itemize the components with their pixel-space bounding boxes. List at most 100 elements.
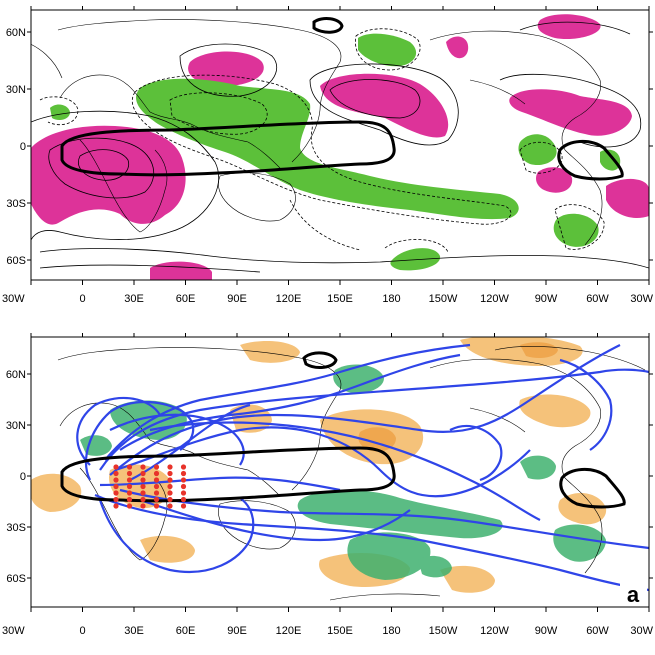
source-point xyxy=(153,464,160,470)
top-south-america-outline xyxy=(557,140,624,181)
top-x-label-4: 90E xyxy=(227,293,247,305)
source-point xyxy=(113,503,119,509)
top-dashed-contour-lines xyxy=(39,28,605,253)
top-y-label-60s: 60S xyxy=(6,255,26,267)
source-point xyxy=(180,464,187,470)
negative-anomaly-tropical-pacific xyxy=(136,78,519,220)
negative-anomaly-atlantic-small xyxy=(50,104,70,120)
top-x-label-7: 180 xyxy=(382,293,400,305)
negative-anomaly-caribbean xyxy=(600,149,621,171)
source-point xyxy=(126,477,133,483)
trajectory-5 xyxy=(104,343,471,461)
bottom-source-points xyxy=(113,464,187,509)
top-x-label-5: 120E xyxy=(276,293,302,305)
top-y-label-30s: 30S xyxy=(6,198,26,210)
bottom-x-label-7: 180 xyxy=(382,625,400,637)
source-point xyxy=(153,503,160,509)
source-point xyxy=(167,483,173,490)
trajectory-9 xyxy=(76,396,161,466)
source-point xyxy=(140,503,146,509)
trajectory-6 xyxy=(114,426,531,498)
bottom-x-label-1: 0 xyxy=(79,625,85,637)
source-point xyxy=(180,490,187,496)
top-x-label-6: 150E xyxy=(327,293,353,305)
top-tick-marks xyxy=(27,6,653,285)
positive-anomaly-east-pacific xyxy=(536,167,573,193)
positive-anomaly-north-pacific xyxy=(320,73,449,138)
source-point xyxy=(180,496,187,503)
bottom-south-america-outline xyxy=(559,468,626,509)
source-point xyxy=(140,490,146,496)
trajectory-16 xyxy=(559,358,613,451)
bottom-x-label-5: 120E xyxy=(276,625,302,637)
top-x-label-10: 90W xyxy=(535,293,558,305)
positive-anomaly-siberia xyxy=(188,51,264,86)
bottom-x-axis-labels: 30W 0 30E 60E 90E 120E 150E 180 150W 120W 90W 60W 30… xyxy=(2,625,654,637)
source-point xyxy=(140,483,146,490)
source-point xyxy=(140,477,146,483)
source-point xyxy=(140,464,146,470)
source-point xyxy=(167,490,173,496)
source-point xyxy=(140,470,146,477)
negative-anomaly-japan xyxy=(358,33,417,67)
bottom-y-label-0: 0 xyxy=(20,471,26,483)
source-point xyxy=(126,503,133,509)
top-arctic-outline xyxy=(312,17,344,34)
top-negative-anomaly-regions xyxy=(50,33,621,271)
source-point xyxy=(126,496,133,503)
trajectory-10 xyxy=(139,498,411,542)
bottom-x-label-11: 60W xyxy=(586,625,609,637)
top-x-label-8: 150W xyxy=(429,293,458,305)
bottom-x-label-10: 90W xyxy=(535,625,558,637)
top-contour-lines xyxy=(31,21,649,273)
source-point xyxy=(126,483,133,490)
trajectory-15 xyxy=(449,424,503,482)
bottom-x-label-0: 30W xyxy=(2,625,25,637)
source-point xyxy=(126,470,133,477)
top-x-label-12: 30W xyxy=(630,293,653,305)
source-point xyxy=(113,483,119,490)
bottom-y-label-60n: 60N xyxy=(6,369,26,381)
source-point xyxy=(113,477,119,483)
top-x-label-9: 120W xyxy=(480,293,509,305)
source-point xyxy=(140,496,146,503)
bottom-x-label-8: 150W xyxy=(429,625,458,637)
bottom-y-axis-labels: 60N 30N 0 30S 60S xyxy=(6,369,26,585)
source-point xyxy=(113,464,119,470)
source-point xyxy=(180,470,187,477)
source-point xyxy=(113,490,119,496)
bottom-x-label-4: 90E xyxy=(227,625,247,637)
top-region-outlines xyxy=(60,17,624,181)
source-point xyxy=(153,470,160,477)
top-x-label-0: 30W xyxy=(2,293,25,305)
source-point xyxy=(180,483,187,490)
negative-anomaly-gulf xyxy=(518,134,557,166)
source-point xyxy=(113,496,119,503)
panel-label-box xyxy=(620,583,647,605)
bottom-x-label-9: 120W xyxy=(480,625,509,637)
source-point xyxy=(126,464,133,470)
top-x-label-3: 60E xyxy=(176,293,196,305)
bottom-x-label-2: 30E xyxy=(124,625,144,637)
bottom-source-region-outline xyxy=(60,446,396,503)
trajectory-11 xyxy=(109,413,245,466)
trajectory-14 xyxy=(119,353,461,451)
source-point xyxy=(167,464,173,470)
source-point xyxy=(153,496,160,503)
top-y-axis-labels: 60N 30N 0 30S 60S xyxy=(6,27,26,267)
trajectory-1 xyxy=(109,344,621,476)
trajectory-7 xyxy=(98,497,255,573)
bottom-x-label-12: 30W xyxy=(630,625,653,637)
source-point xyxy=(167,496,173,503)
top-y-label-60n: 60N xyxy=(6,27,26,39)
source-point xyxy=(167,470,173,477)
negative-anomaly-south-america xyxy=(553,213,599,247)
bottom-region-outlines xyxy=(60,351,626,509)
top-x-label-1: 0 xyxy=(79,293,85,305)
bottom-x-label-6: 150E xyxy=(327,625,353,637)
trajectory-13 xyxy=(99,476,341,492)
source-point xyxy=(180,477,187,483)
source-point xyxy=(113,470,119,477)
top-y-label-0: 0 xyxy=(20,141,26,153)
trajectory-4 xyxy=(94,493,649,592)
